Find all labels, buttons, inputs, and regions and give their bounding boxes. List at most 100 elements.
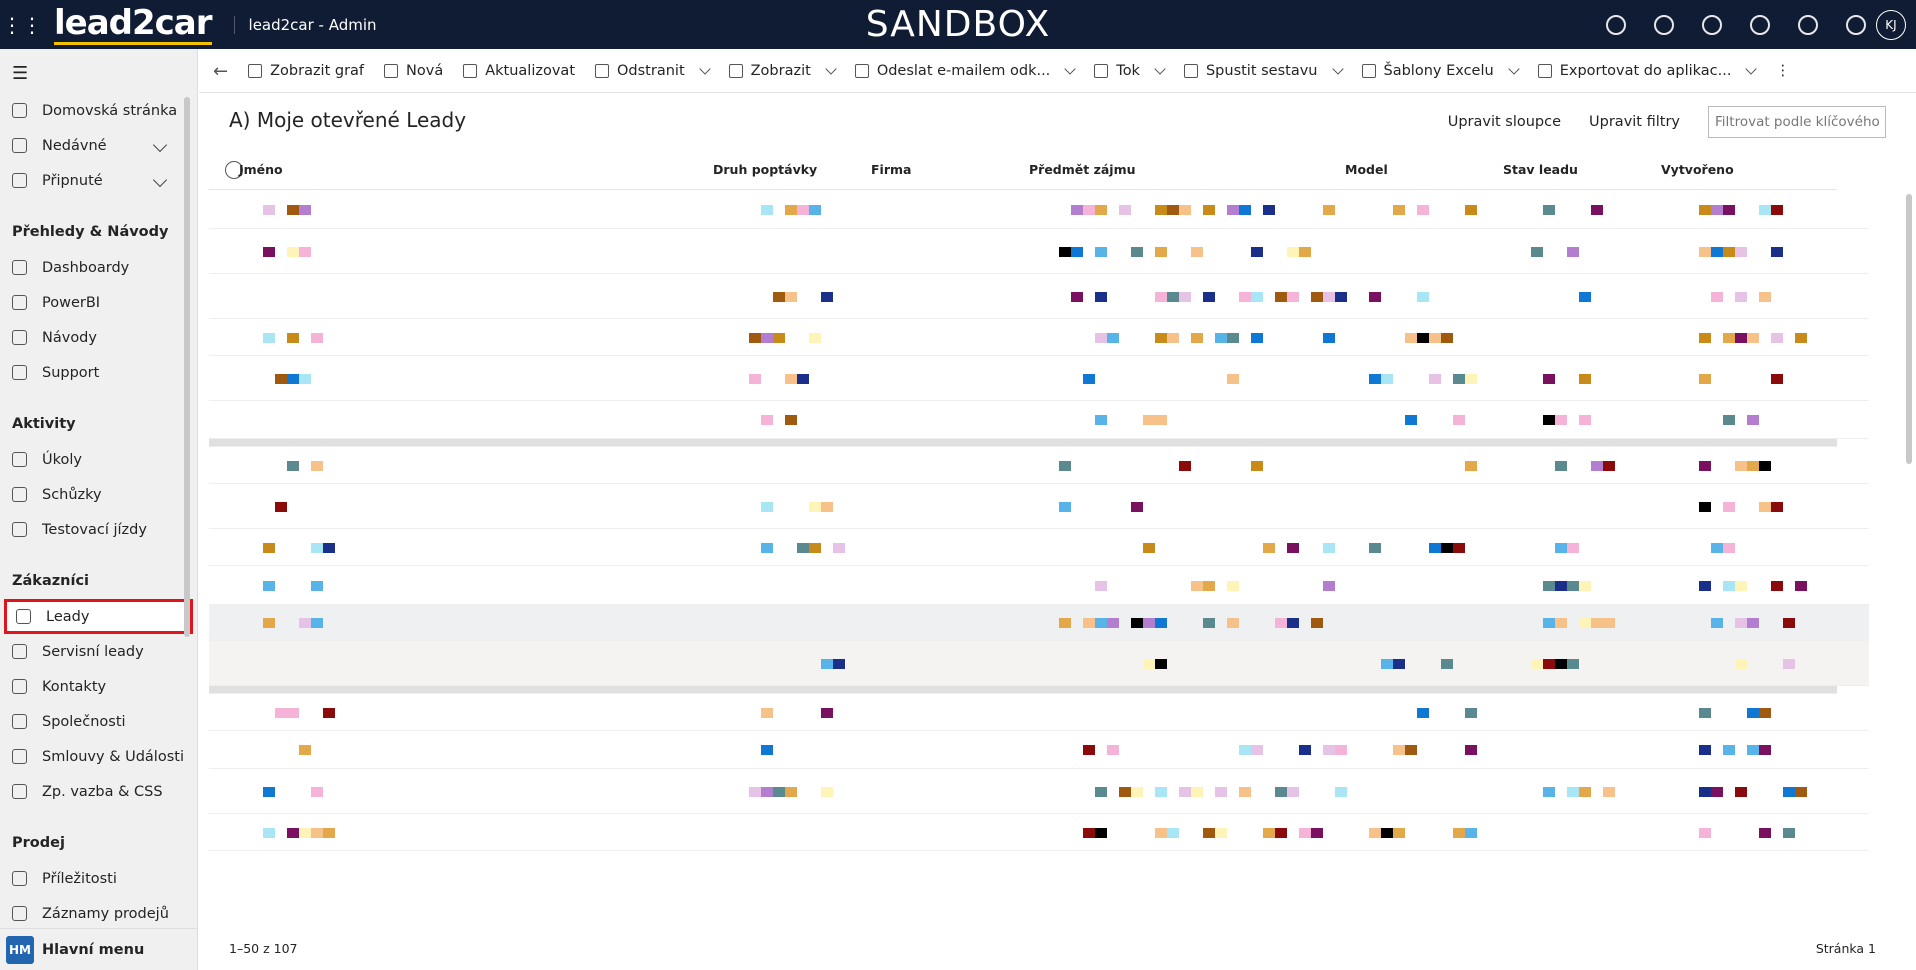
redacted-pixel — [1369, 542, 1381, 553]
redacted-pixel — [1531, 658, 1543, 669]
nav-icon — [12, 871, 27, 886]
redacted-pixel — [1567, 246, 1579, 257]
redacted-pixel — [1747, 745, 1759, 755]
nav-item[interactable]: Testovací jízdy — [0, 512, 197, 547]
command-button[interactable]: Exportovat do aplikac... — [1537, 63, 1758, 79]
app-launcher[interactable]: ⋮⋮ — [2, 12, 42, 37]
grid-row[interactable] — [209, 356, 1869, 401]
grid-row[interactable] — [209, 484, 1869, 529]
search-icon[interactable] — [1606, 14, 1626, 35]
redacted-pixel — [1465, 373, 1477, 384]
nav-item[interactable]: Nedávné — [0, 128, 197, 163]
grid-row[interactable] — [209, 731, 1869, 769]
redacted-pixel — [1393, 205, 1405, 215]
pagination[interactable]: Stránka 1 — [1815, 941, 1876, 956]
column-header[interactable]: Předmět zájmu — [1029, 162, 1136, 177]
nav-label: Kontakty — [42, 678, 107, 695]
nav-item[interactable]: Zp. vazba & CSS — [0, 774, 197, 809]
nav-item[interactable]: Servisní leady — [0, 634, 197, 669]
idea-icon[interactable] — [1654, 14, 1674, 35]
grid-row[interactable] — [209, 814, 1869, 851]
area-switcher[interactable]: HM Hlavní menu — [0, 928, 198, 970]
nav-item[interactable]: Návody — [0, 320, 197, 355]
redacted-pixel — [1203, 580, 1215, 591]
redacted-pixel — [1203, 291, 1215, 302]
redacted-pixel — [1167, 291, 1179, 302]
redacted-pixel — [1555, 460, 1567, 471]
command-button[interactable]: Nová — [384, 63, 443, 79]
redacted-pixel — [1227, 205, 1239, 215]
view-action[interactable]: Upravit filtry — [1589, 114, 1680, 130]
column-header[interactable]: Druh poptávky — [713, 162, 818, 177]
grid-row[interactable] — [209, 447, 1869, 484]
redacted-pixel — [785, 415, 797, 425]
grid-row[interactable] — [209, 769, 1869, 814]
more-commands[interactable]: ⋮ — [1775, 63, 1790, 79]
nav-item[interactable]: Support — [0, 355, 197, 390]
grid-row[interactable] — [209, 401, 1869, 439]
nav-item[interactable]: Domovská stránka — [0, 93, 197, 128]
column-header[interactable]: Vytvořeno — [1661, 162, 1734, 177]
redacted-pixel — [1071, 246, 1083, 257]
help-icon[interactable] — [1846, 14, 1866, 35]
nav-item[interactable]: Úkoly — [0, 442, 197, 477]
nav-item[interactable]: Kontakty — [0, 669, 197, 704]
settings-icon[interactable] — [1798, 14, 1818, 35]
nav-item[interactable]: Schůzky — [0, 477, 197, 512]
grid-row[interactable] — [209, 191, 1869, 229]
column-header[interactable]: Jméno — [239, 162, 283, 177]
select-all[interactable] — [225, 161, 243, 179]
grid-row[interactable] — [209, 229, 1869, 274]
add-icon[interactable] — [1702, 14, 1722, 35]
command-button[interactable]: Šablony Excelu — [1361, 63, 1520, 79]
grid-row[interactable] — [209, 529, 1869, 566]
column-header[interactable]: Firma — [871, 162, 912, 177]
command-button[interactable]: Odeslat e-mailem odk... — [854, 63, 1076, 79]
redacted-pixel — [1603, 460, 1615, 471]
nav-label: Nedávné — [42, 137, 107, 154]
redacted-pixel — [1441, 542, 1453, 553]
command-button[interactable]: Zobrazit graf — [248, 63, 364, 79]
grid-row[interactable] — [209, 319, 1869, 356]
grid-row[interactable] — [209, 694, 1869, 731]
menu-toggle[interactable]: ☰ — [12, 63, 29, 84]
command-button[interactable]: Odstranit — [595, 63, 711, 79]
command-button[interactable]: Aktualizovat — [463, 63, 575, 79]
nav-item[interactable]: Společnosti — [0, 704, 197, 739]
column-header[interactable]: Stav leadu — [1503, 162, 1578, 177]
nav-item[interactable]: Příležitosti — [0, 861, 197, 896]
sidebar-nav: Domovská stránka Nedávné Připnuté Přehledy … — [0, 93, 197, 931]
command-button[interactable]: Tok — [1094, 63, 1166, 79]
grid-row[interactable] — [209, 641, 1869, 686]
nav-item[interactable]: Dashboardy — [0, 250, 197, 285]
view-action[interactable]: Upravit sloupce — [1447, 114, 1562, 130]
redacted-pixel — [1155, 415, 1167, 425]
nav-item[interactable]: Leady — [4, 599, 193, 634]
back-button[interactable]: ← — [213, 60, 229, 82]
redacted-pixel — [263, 332, 275, 343]
redacted-pixel — [1735, 460, 1747, 471]
user-avatar[interactable]: KJ — [1876, 10, 1906, 40]
app-title[interactable]: lead2car - Admin — [233, 15, 377, 34]
view-title[interactable]: A) Moje otevřené Leady — [229, 108, 467, 132]
redacted-pixel — [287, 827, 299, 838]
command-button[interactable]: Zobrazit — [728, 63, 837, 79]
grid-row[interactable] — [209, 605, 1869, 641]
redacted-pixel — [1723, 745, 1735, 755]
nav-item[interactable]: PowerBI — [0, 285, 197, 320]
nav-item[interactable]: Připnuté — [0, 163, 197, 198]
redacted-pixel — [809, 501, 821, 512]
nav-item[interactable]: Záznamy prodejů — [0, 896, 197, 931]
redacted-pixel — [1143, 618, 1155, 628]
nav-item[interactable]: Smlouvy & Události — [0, 739, 197, 774]
filter-icon[interactable] — [1750, 14, 1770, 35]
column-header[interactable]: Model — [1345, 162, 1388, 177]
grid-row[interactable] — [209, 566, 1869, 605]
grid-row[interactable] — [209, 274, 1869, 319]
command-button[interactable]: Spustit sestavu — [1183, 63, 1344, 79]
redacted-pixel — [263, 618, 275, 628]
redacted-pixel — [1735, 246, 1747, 257]
redacted-pixel — [1795, 332, 1807, 343]
search-box[interactable]: Filtrovat podle klíčového slo — [1708, 106, 1886, 138]
brand-logo[interactable]: lead2car — [54, 3, 213, 45]
